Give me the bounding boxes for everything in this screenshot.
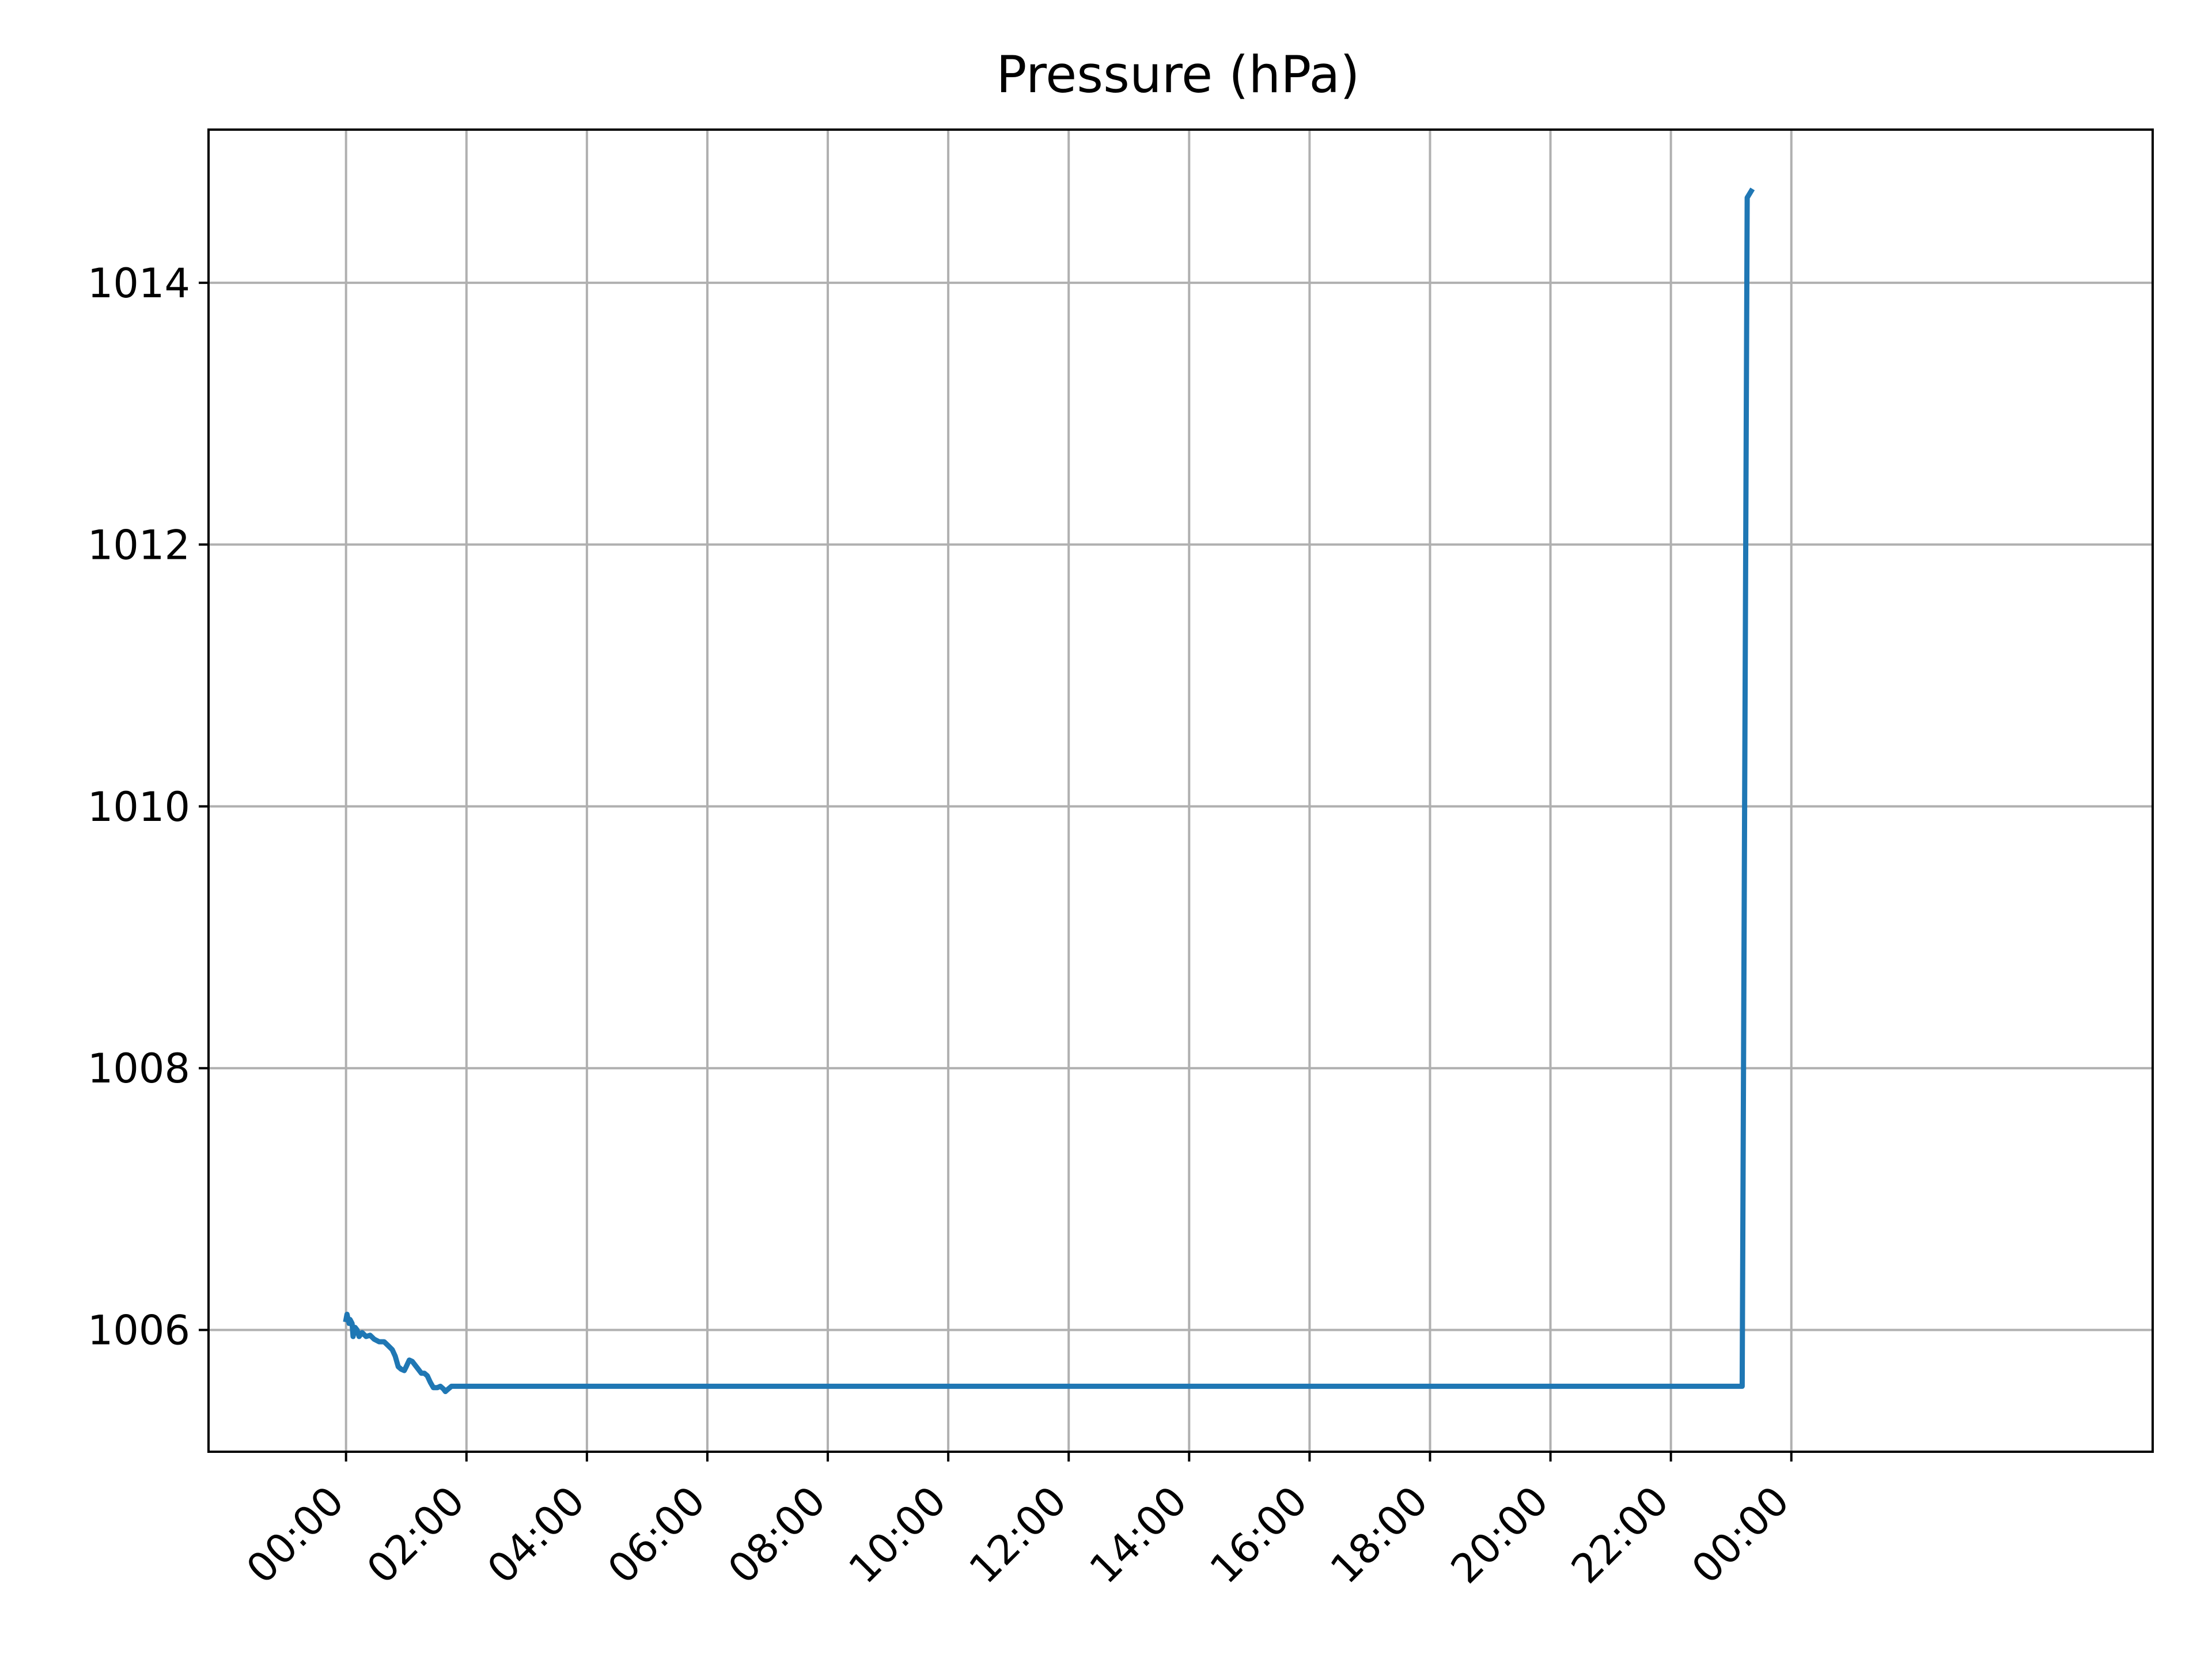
y-tick-label: 1010 bbox=[88, 783, 190, 831]
plot-area-frame bbox=[207, 128, 2154, 1453]
chart-title: Pressure (hPa) bbox=[996, 45, 1359, 104]
series-layer bbox=[343, 187, 1755, 1394]
y-tick-label: 1006 bbox=[88, 1307, 190, 1354]
grid-lines bbox=[209, 130, 2153, 1452]
y-tick-label: 1008 bbox=[88, 1045, 190, 1092]
y-tick-label: 1014 bbox=[88, 260, 190, 307]
y-tick-label: 1012 bbox=[88, 521, 190, 569]
pressure-series-line bbox=[343, 187, 1755, 1394]
y-axis: 1006 1008 1010 1012 1014 bbox=[88, 260, 209, 1354]
